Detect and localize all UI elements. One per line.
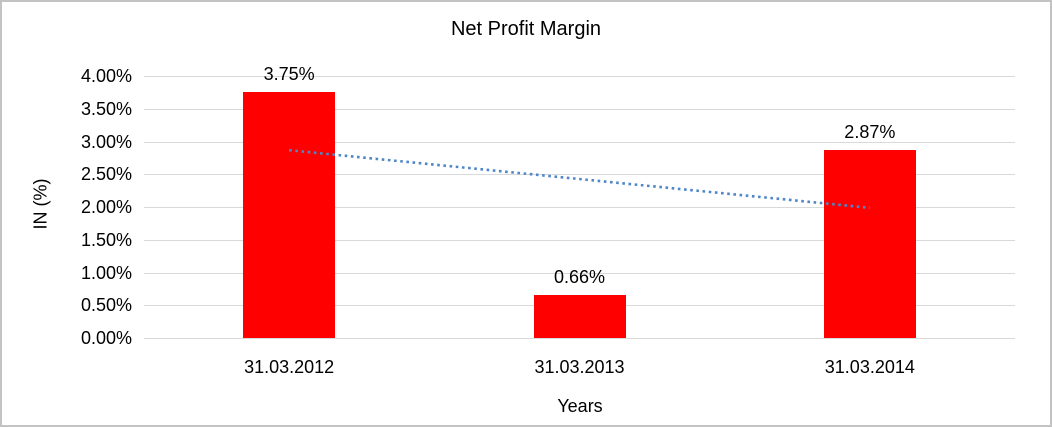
x-axis-tick-label: 31.03.2014: [824, 357, 915, 377]
y-axis-tick-label: 1.50%: [80, 229, 132, 250]
bar-data-label: 0.66%: [553, 266, 606, 287]
y-axis-tick-label: 0.50%: [80, 295, 132, 316]
bar-31.03.2012: [243, 92, 336, 338]
y-axis-tick-label: 3.50%: [80, 98, 132, 119]
gridline: [144, 272, 1015, 274]
y-axis-tick-label: 3.00%: [80, 131, 132, 152]
x-axis-title: Years: [557, 396, 603, 416]
y-axis-tick-label: 4.00%: [80, 66, 132, 86]
bar-data-label: 3.75%: [263, 64, 315, 85]
gridline: [144, 239, 1015, 241]
linear-trendline: [289, 148, 870, 210]
bar-data-label: 2.87%: [844, 122, 896, 142]
bar-31.03.2014: [823, 150, 916, 338]
x-axis-tick-label: 31.03.2013: [534, 357, 625, 377]
gridline: [144, 76, 1015, 77]
gridline: [144, 141, 1015, 143]
chart-title: Net Profit Margin: [450, 18, 602, 40]
y-axis-tick-label: 0.00%: [80, 328, 132, 348]
y-axis-tick-label: 1.00%: [80, 262, 132, 283]
x-axis-tick-label: 31.03.2012: [244, 357, 335, 377]
y-axis-tick-label: 2.50%: [80, 164, 132, 185]
bar-31.03.2013: [533, 294, 626, 338]
y-axis-tick-label: 2.00%: [80, 197, 132, 217]
gridline: [144, 108, 1015, 110]
gridline: [144, 338, 1015, 339]
